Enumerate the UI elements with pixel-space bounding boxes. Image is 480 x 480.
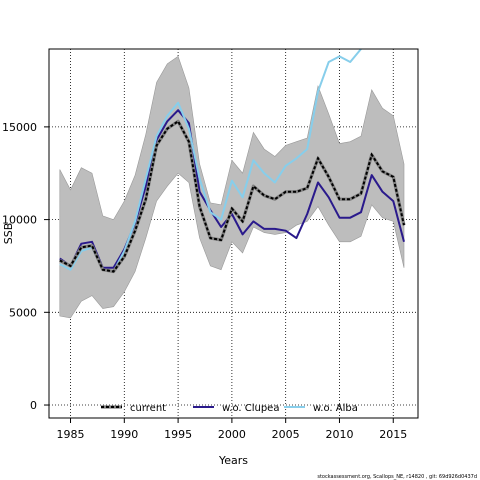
y-axis-title: SSB	[2, 223, 15, 245]
x-tick-label: 2010	[325, 428, 353, 441]
x-tick-label: 2000	[218, 428, 246, 441]
legend: current w.o. Clupea w.o. Alba	[101, 403, 358, 414]
x-tick-label: 2015	[379, 428, 407, 441]
legend-label-w-o-alba: w.o. Alba	[313, 403, 358, 414]
legend-label-current: current	[130, 403, 166, 414]
series-line-w-o-clupea	[59, 109, 405, 269]
plot-frame	[48, 48, 419, 419]
legend-label-w-o-clupea: w.o. Clupea	[222, 403, 279, 414]
y-tick-label: 0	[30, 399, 37, 412]
footer-credit: stockassessment.org, Scallops_NE, r14820…	[317, 474, 477, 480]
x-axis-title: Years	[218, 454, 248, 467]
y-tick-label: 15000	[2, 121, 37, 134]
x-axis: 1985 1990 1995 2000 2005 2010 2015	[57, 418, 407, 441]
y-tick-label: 5000	[9, 306, 37, 319]
x-tick-label: 1995	[164, 428, 192, 441]
series-layer	[59, 49, 406, 274]
confidence-band	[59, 55, 405, 319]
x-tick-label: 1985	[57, 428, 85, 441]
series-line-current	[59, 119, 405, 273]
y-tick-label: 10000	[2, 214, 37, 227]
x-tick-label: 1990	[110, 428, 138, 441]
x-tick-label: 2005	[272, 428, 300, 441]
y-axis: 0 5000 10000 15000	[2, 121, 49, 412]
confidence-band-layer	[59, 55, 405, 319]
